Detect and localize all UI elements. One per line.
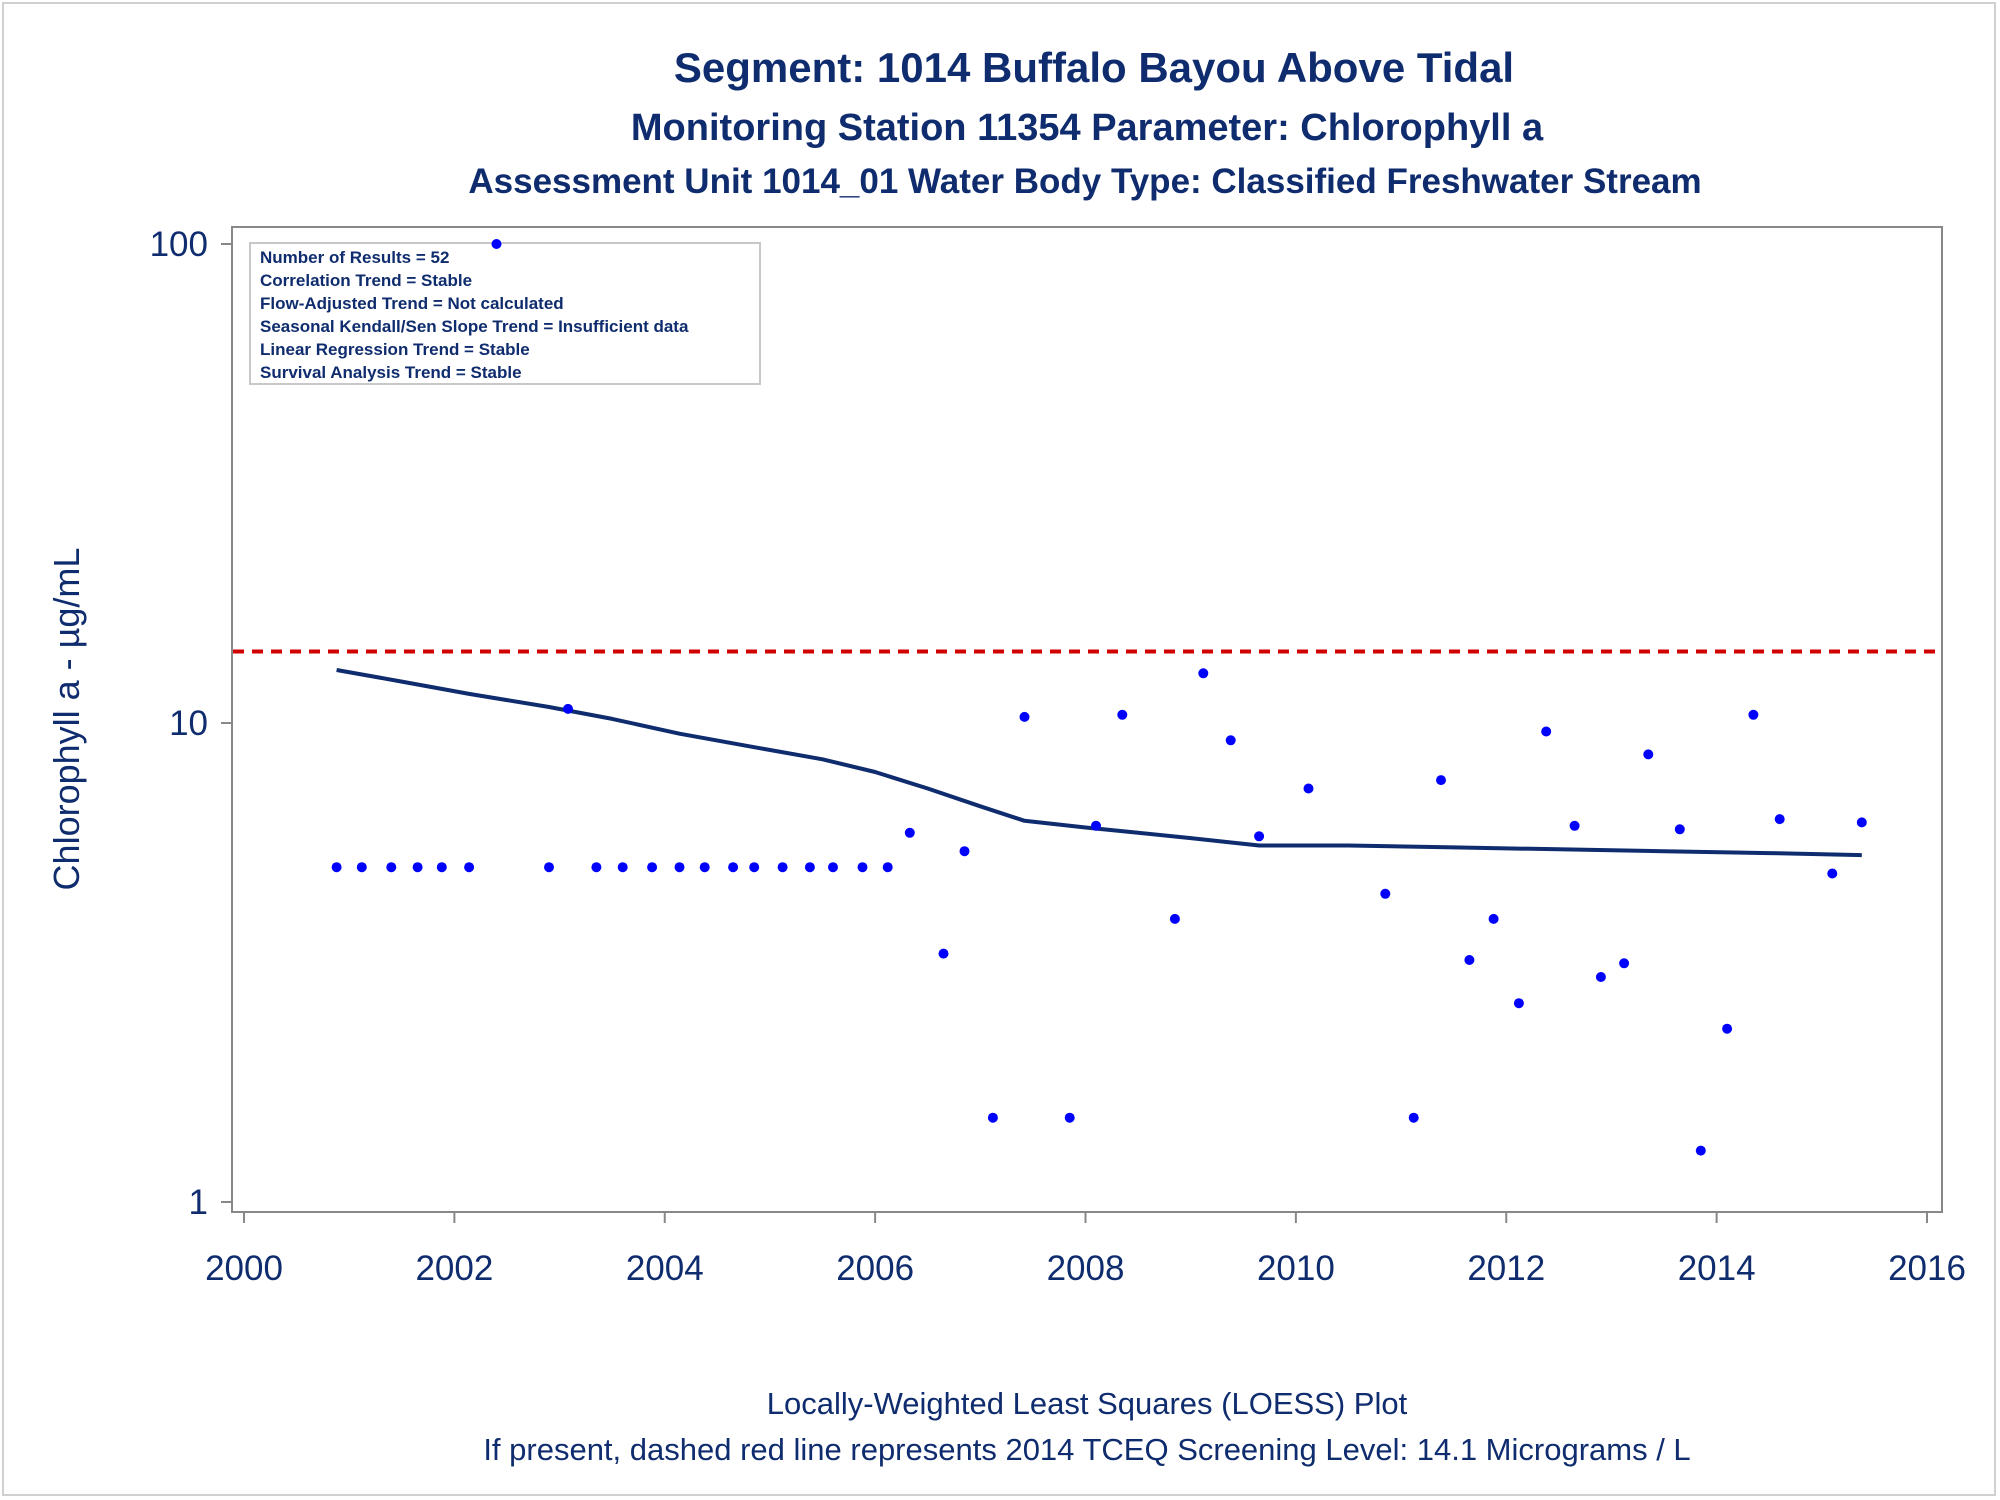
data-point bbox=[882, 862, 893, 873]
points-layer bbox=[331, 239, 1867, 1156]
data-point bbox=[1488, 913, 1499, 924]
data-point bbox=[728, 862, 739, 873]
stats-box: Number of Results = 52 Correlation Trend… bbox=[249, 242, 761, 385]
x-tick-label: 2008 bbox=[1047, 1249, 1125, 1288]
data-point bbox=[1774, 814, 1785, 825]
x-tick-label: 2004 bbox=[626, 1249, 704, 1288]
x-tick-label: 2012 bbox=[1467, 1249, 1545, 1288]
axes-layer: 2000 2002 2004 2006 2008 2010 2012 2014 2016 1 10 1… bbox=[150, 225, 1966, 1288]
data-point bbox=[647, 862, 658, 873]
data-point bbox=[938, 948, 949, 959]
x-tick-label: 2000 bbox=[205, 1249, 283, 1288]
stats-line-survival: Survival Analysis Trend = Stable bbox=[260, 363, 522, 382]
data-point bbox=[777, 862, 788, 873]
data-point bbox=[331, 862, 342, 873]
y-tick-label: 1 bbox=[189, 1183, 208, 1222]
data-point bbox=[617, 862, 628, 873]
data-point bbox=[1464, 955, 1475, 965]
data-point bbox=[1254, 831, 1265, 842]
data-point bbox=[386, 862, 397, 873]
stats-line-linear-regression: Linear Regression Trend = Stable bbox=[260, 340, 530, 359]
x-tick-label: 2006 bbox=[836, 1249, 914, 1288]
data-point bbox=[563, 703, 573, 714]
chart-subtitle-station: Monitoring Station 11354 Parameter: Chlo… bbox=[631, 107, 1544, 149]
data-point bbox=[1695, 1145, 1706, 1156]
data-point bbox=[591, 862, 602, 873]
data-point bbox=[1541, 726, 1552, 737]
y-tick-label: 10 bbox=[169, 704, 208, 743]
data-point bbox=[412, 862, 423, 873]
data-point bbox=[1827, 868, 1838, 879]
chart-title: Segment: 1014 Buffalo Bayou Above Tidal bbox=[674, 44, 1514, 91]
data-point bbox=[1169, 913, 1180, 924]
data-point bbox=[959, 846, 970, 857]
data-point bbox=[1408, 1112, 1419, 1123]
data-point bbox=[1595, 972, 1606, 982]
data-point bbox=[1513, 998, 1524, 1009]
data-point bbox=[857, 862, 868, 873]
data-point bbox=[1019, 711, 1030, 722]
data-point bbox=[1117, 709, 1128, 720]
chart-subtitle-assessment: Assessment Unit 1014_01 Water Body Type:… bbox=[468, 162, 1701, 201]
data-point bbox=[804, 862, 815, 873]
stats-box-border bbox=[249, 242, 761, 385]
data-point bbox=[828, 862, 838, 873]
x-tick-label: 2014 bbox=[1678, 1249, 1756, 1288]
loess-layer bbox=[336, 668, 1862, 858]
data-point bbox=[674, 862, 685, 873]
data-point bbox=[1748, 709, 1759, 720]
data-point bbox=[987, 1112, 998, 1123]
plot-area-frame bbox=[231, 226, 1943, 1213]
data-point bbox=[1674, 824, 1685, 835]
data-point bbox=[1569, 820, 1580, 831]
stats-line-correlation: Correlation Trend = Stable bbox=[260, 271, 472, 290]
data-point bbox=[1436, 775, 1446, 786]
data-point bbox=[904, 827, 915, 838]
data-point bbox=[749, 862, 760, 873]
data-point bbox=[699, 862, 710, 873]
data-point bbox=[1380, 888, 1391, 899]
x-tick-label: 2010 bbox=[1257, 1249, 1335, 1288]
y-tick-label: 100 bbox=[150, 225, 208, 264]
data-point bbox=[1643, 749, 1654, 760]
data-point bbox=[1619, 958, 1630, 969]
chart-svg: Segment: 1014 Buffalo Bayou Above Tidal … bbox=[46, 44, 1966, 1467]
data-point bbox=[1091, 820, 1101, 831]
x-tick-label: 2002 bbox=[415, 1249, 493, 1288]
data-point bbox=[1303, 783, 1314, 794]
y-axis-label: Chlorophyll a - µg/mL bbox=[46, 548, 87, 891]
data-point bbox=[436, 862, 447, 873]
data-point bbox=[1722, 1023, 1733, 1034]
data-point bbox=[1064, 1112, 1075, 1123]
data-point bbox=[356, 862, 367, 873]
footnote-screening-level: If present, dashed red line represents 2… bbox=[483, 1432, 1690, 1467]
data-point bbox=[544, 862, 554, 873]
stats-line-seasonal-kendall: Seasonal Kendall/Sen Slope Trend = Insuf… bbox=[260, 317, 689, 336]
x-tick-label: 2016 bbox=[1888, 1249, 1966, 1288]
stats-line-flow-adjusted: Flow-Adjusted Trend = Not calculated bbox=[260, 294, 564, 313]
data-point bbox=[1225, 735, 1236, 746]
data-point bbox=[1856, 817, 1867, 828]
loess-curve bbox=[336, 668, 1862, 858]
stats-line-results: Number of Results = 52 bbox=[260, 248, 449, 267]
data-point bbox=[464, 862, 475, 873]
footnote-loess: Locally-Weighted Least Squares (LOESS) P… bbox=[767, 1386, 1408, 1421]
data-point bbox=[1198, 668, 1209, 679]
data-point bbox=[491, 239, 502, 249]
